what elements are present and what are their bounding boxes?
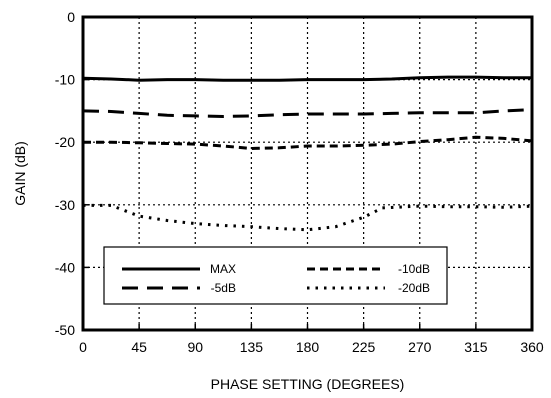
legend: MAX -10dB -5dB -20dB [103, 246, 448, 305]
y-tick-label-3: -30 [55, 197, 75, 213]
x-tick-label-8: 360 [520, 339, 544, 355]
series-layer [82, 75, 533, 232]
x-axis-label: PHASE SETTING (DEGREES) [211, 376, 405, 392]
x-tick-label-4: 180 [296, 339, 320, 355]
y-axis-label: GAIN (dB) [12, 141, 28, 206]
x-tick-label-7: 315 [464, 339, 488, 355]
y-tick-label-1: -10 [55, 72, 75, 88]
legend-label-0: MAX [210, 262, 236, 276]
x-tick-labels: 0 45 90 135 180 225 270 315 360 [79, 324, 544, 355]
x-tick-label-6: 270 [408, 339, 432, 355]
x-tick-label-0: 0 [79, 339, 87, 355]
y-tick-label-5: -50 [55, 322, 75, 338]
legend-label-1: -10dB [398, 262, 430, 276]
x-tick-label-1: 45 [131, 339, 147, 355]
y-tick-label-4: -40 [55, 259, 75, 275]
series-line-0 [82, 75, 532, 82]
x-tick-label-2: 90 [187, 339, 203, 355]
legend-label-2: -5dB [211, 281, 236, 295]
x-tick-label-3: 135 [240, 339, 264, 355]
y-tick-label-2: -20 [55, 134, 75, 150]
legend-box [103, 246, 448, 305]
legend-label-3: -20dB [398, 281, 430, 295]
y-tick-labels: 0 -10 -20 -30 -40 -50 [55, 9, 89, 338]
series-line-3 [83, 203, 533, 232]
series-line-2 [83, 135, 533, 150]
legend-items: MAX -10dB -5dB -20dB [122, 262, 430, 295]
x-tick-label-5: 225 [352, 339, 376, 355]
y-tick-label-0: 0 [67, 9, 75, 25]
